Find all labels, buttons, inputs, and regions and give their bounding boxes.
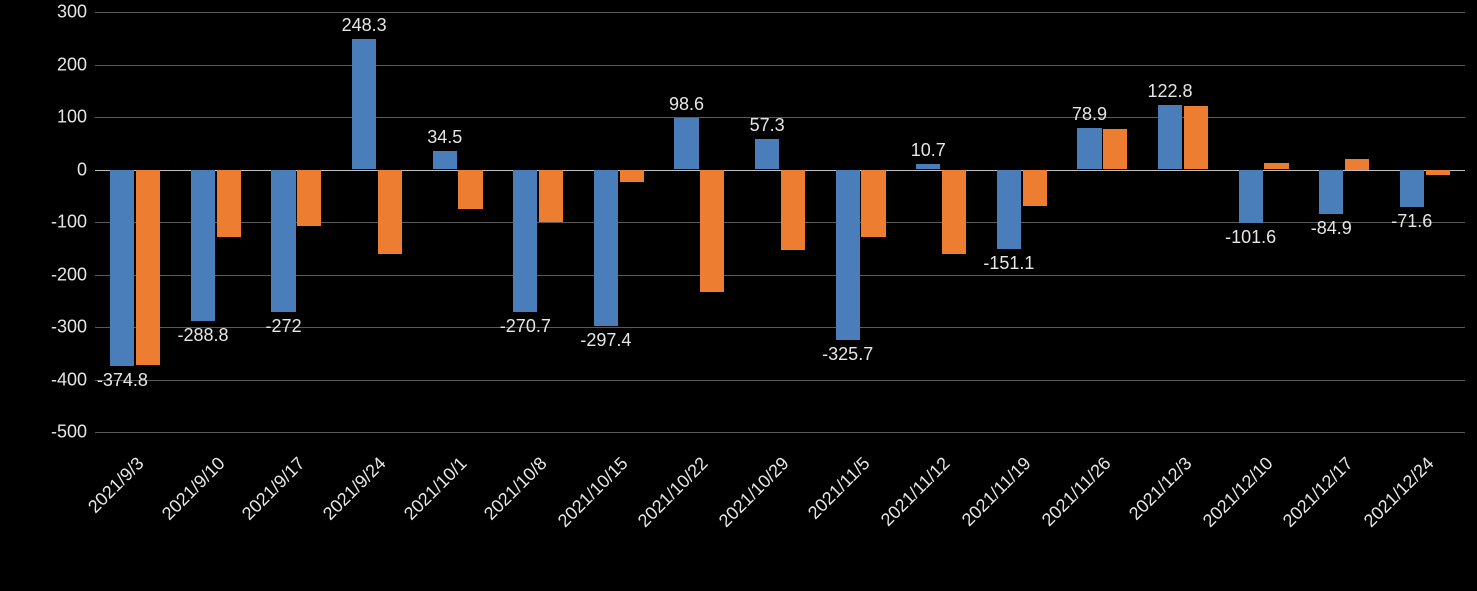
bar-series-a [433,151,457,169]
bar-series-a [513,170,537,312]
x-tick-label: 2021/10/15 [554,453,633,532]
bar-series-a [916,164,940,170]
gridline [95,432,1465,433]
data-label: 57.3 [750,115,785,136]
data-label: 10.7 [911,140,946,161]
bar-series-a [1239,170,1263,223]
x-tick-label: 2021/10/29 [715,453,794,532]
x-tick-label: 2021/11/26 [1038,453,1116,531]
bar-series-a [755,139,779,169]
bar-series-a [1319,170,1343,215]
bar-series-b [1264,163,1288,169]
bar-series-a [674,118,698,170]
x-tick-label: 2021/11/19 [958,453,1036,531]
x-tick-label: 2021/12/10 [1198,453,1277,532]
data-label: -325.7 [822,344,873,365]
data-label: -84.9 [1311,218,1352,239]
bar-series-a [191,170,215,322]
data-label: -272 [266,316,302,337]
bar-series-b [1184,106,1208,170]
data-label: -151.1 [983,253,1034,274]
x-tick-label: 2021/11/12 [877,453,955,531]
gridline [95,65,1465,66]
bar-series-b [378,170,402,254]
x-tick-label: 2021/11/5 [803,453,874,524]
y-tick-label: -100 [51,212,95,233]
x-tick-label: 2021/12/17 [1279,453,1358,532]
bar-series-b [136,170,160,366]
data-label: -297.4 [580,330,631,351]
bar-series-a [352,39,376,169]
bar-series-b [539,170,563,223]
data-label: 248.3 [342,15,387,36]
x-tick-label: 2021/10/22 [634,453,713,532]
gridline [95,275,1465,276]
bar-series-b [620,170,644,183]
data-label: -101.6 [1225,227,1276,248]
bar-series-b [458,170,482,210]
bar-series-b [781,170,805,251]
y-tick-label: -500 [51,422,95,443]
bar-series-a [110,170,134,367]
bar-series-b [217,170,241,237]
y-tick-label: -200 [51,264,95,285]
bar-series-a [836,170,860,341]
bar-series-b [1426,170,1450,175]
x-tick-label: 2021/12/3 [1125,453,1196,524]
y-tick-label: -300 [51,317,95,338]
bar-series-b [700,170,724,293]
bar-series-b [1023,170,1047,207]
x-tick-label: 2021/12/24 [1360,453,1439,532]
x-tick-label: 2021/9/3 [84,453,148,517]
data-label: 98.6 [669,94,704,115]
x-tick-label: 2021/9/17 [238,453,309,524]
data-label: -270.7 [500,316,551,337]
bar-series-b [1103,129,1127,169]
bar-series-a [594,170,618,326]
x-tick-label: 2021/10/1 [400,453,471,524]
gridline [95,380,1465,381]
data-label: -374.8 [97,370,148,391]
y-tick-label: 200 [57,54,95,75]
plot-area: -500-400-300-200-1000100200300-374.8-288… [95,12,1465,432]
x-tick-label: 2021/9/24 [319,453,390,524]
bar-series-a [271,170,295,313]
data-label: -71.6 [1391,211,1432,232]
x-tick-label: 2021/10/8 [480,453,551,524]
y-tick-label: -400 [51,369,95,390]
bar-series-b [861,170,885,237]
bar-series-a [1158,105,1182,169]
y-tick-label: 100 [57,107,95,128]
data-label: -288.8 [177,325,228,346]
bar-series-b [297,170,321,227]
bar-series-a [1400,170,1424,208]
x-tick-label: 2021/9/10 [158,453,229,524]
bar-series-a [997,170,1021,249]
y-tick-label: 0 [77,159,95,180]
data-label: 34.5 [427,127,462,148]
bar-series-b [942,170,966,254]
gridline [95,12,1465,13]
bar-series-a [1077,128,1101,169]
data-label: 122.8 [1148,81,1193,102]
bar-chart: -500 -400 -300 -200 -100 0 100 200 300 -374.8 -288… [0,0,1477,591]
data-label: 78.9 [1072,104,1107,125]
y-tick-label: 300 [57,2,95,23]
bar-series-b [1345,159,1369,170]
